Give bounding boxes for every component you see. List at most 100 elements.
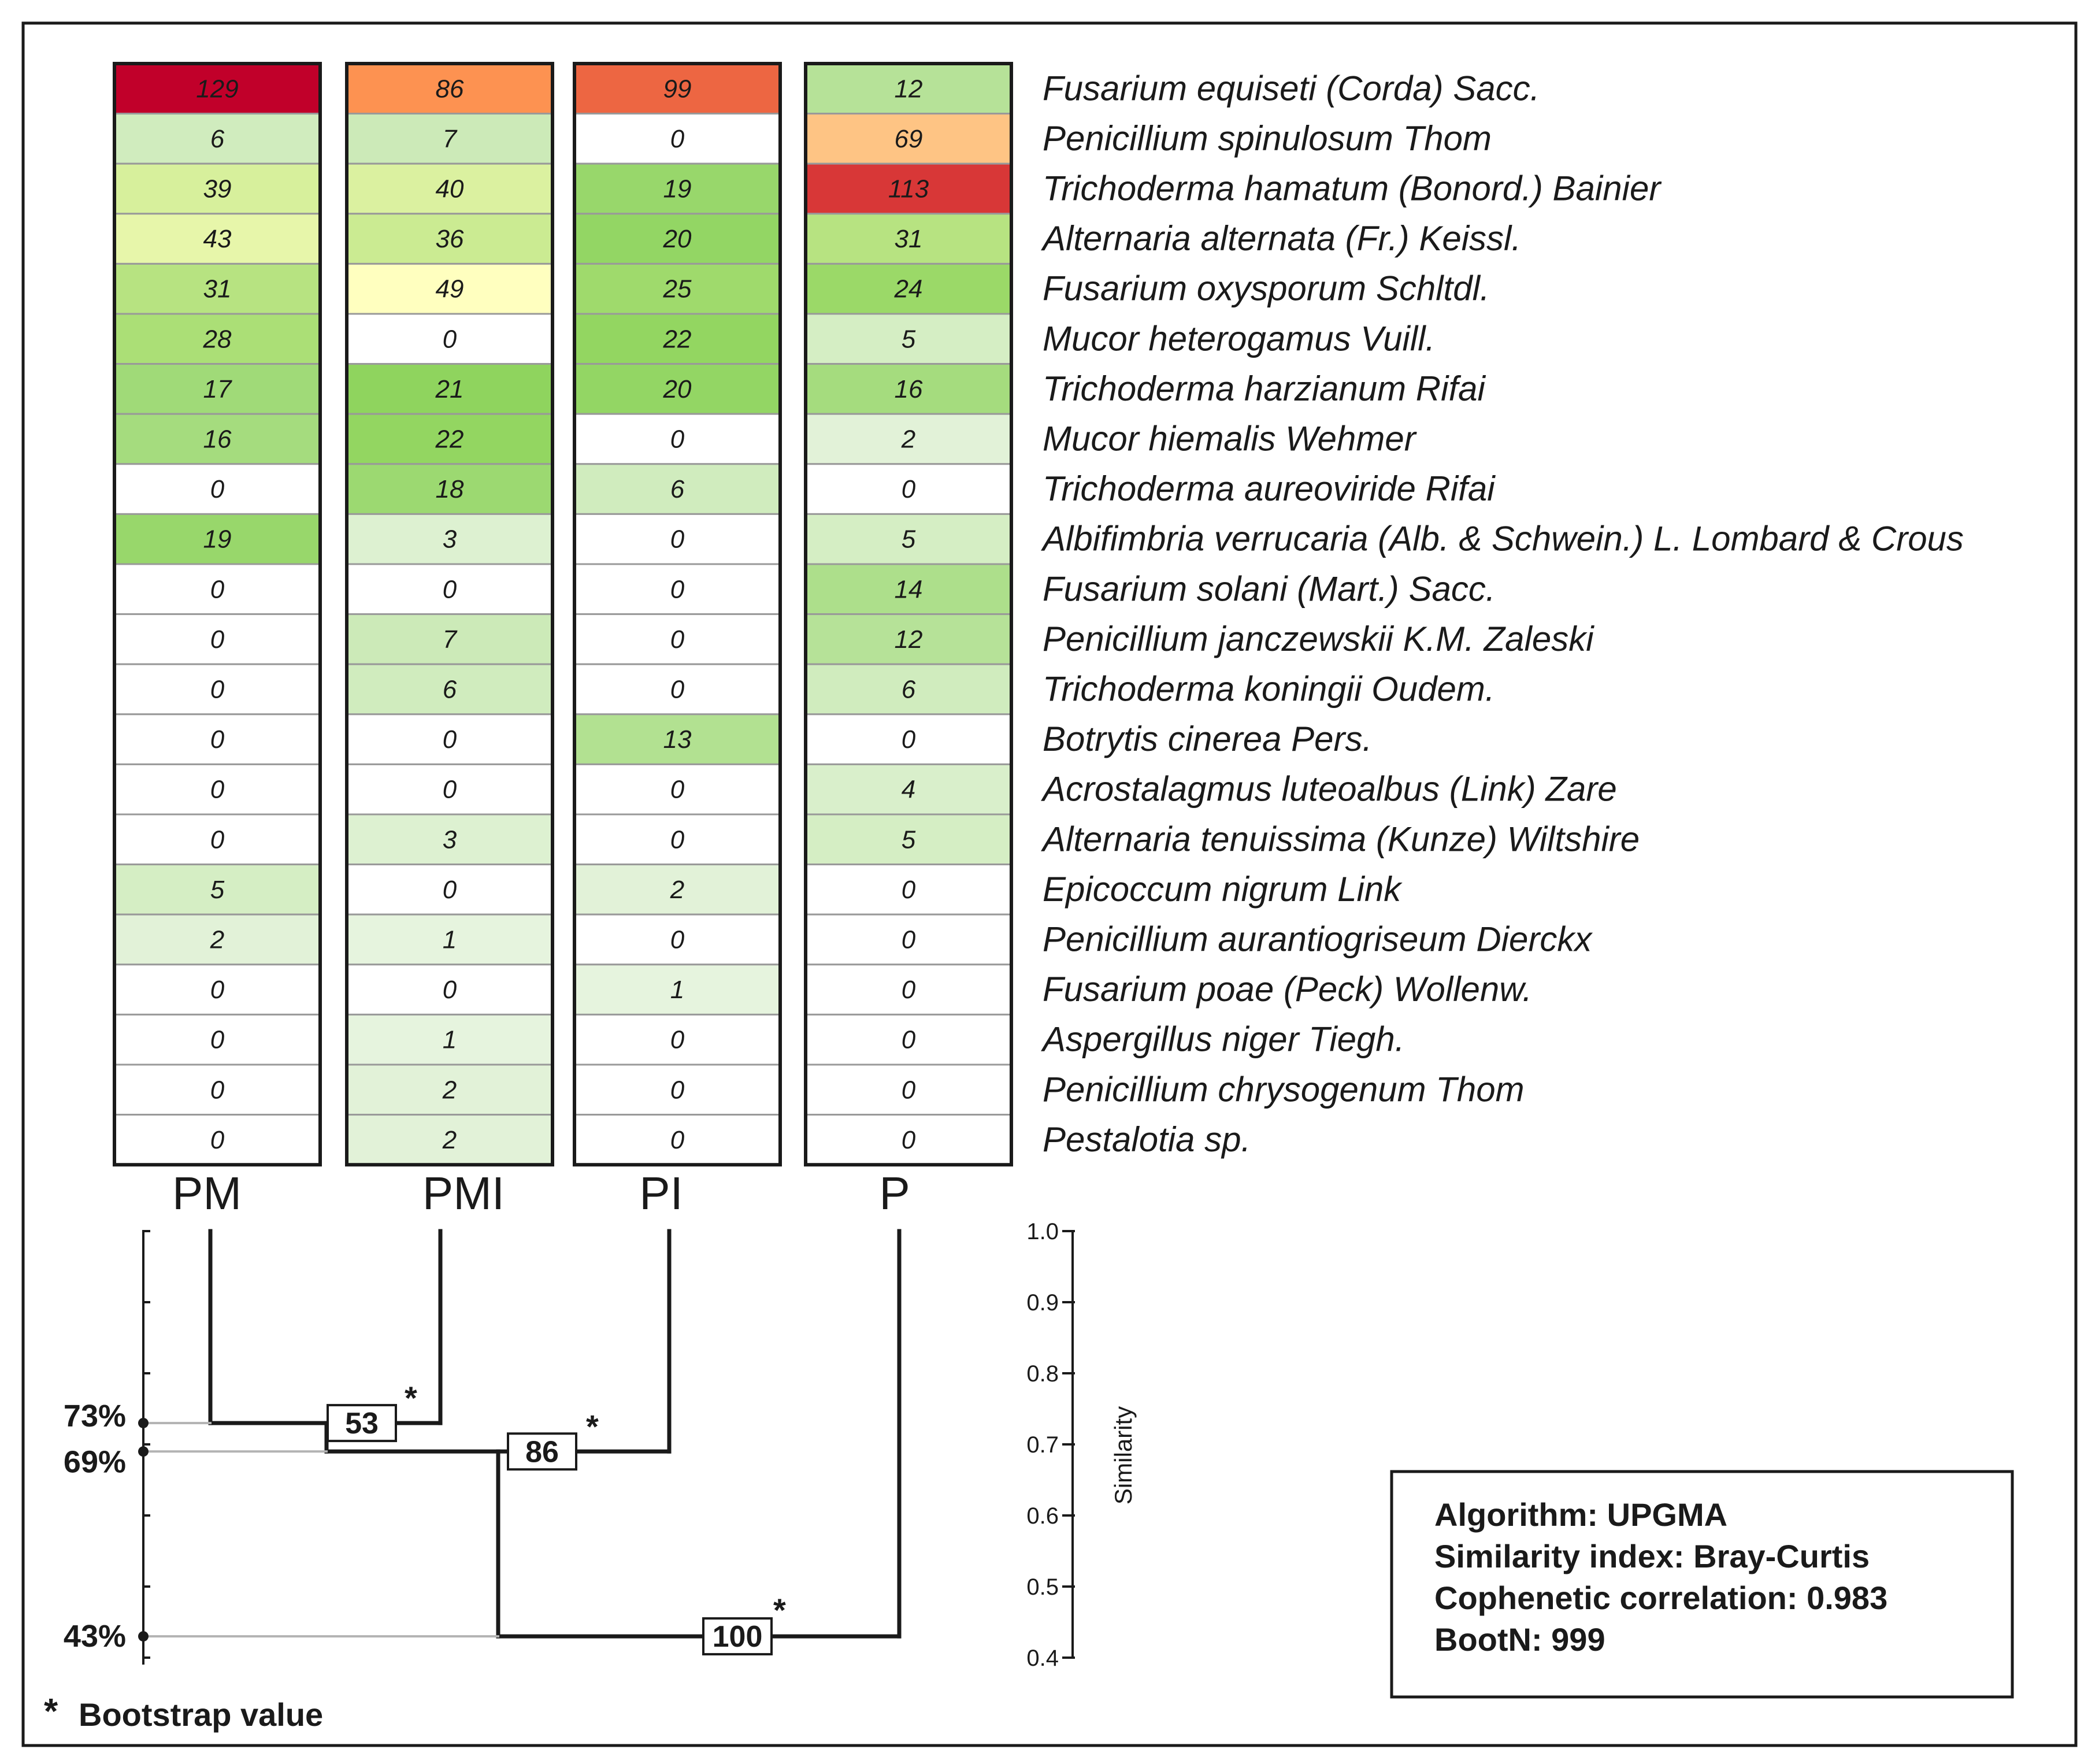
heat-cell-value: 39 [203, 175, 232, 203]
heat-cell [346, 663, 554, 716]
heat-cell [346, 313, 554, 365]
heat-cell [113, 162, 321, 215]
heat-cell-value: 49 [436, 275, 464, 303]
similarity-tick-label: 0.6 [1026, 1503, 1059, 1529]
column-frame [804, 62, 1013, 1167]
heat-cell [804, 713, 1013, 765]
heat-cell-value: 0 [210, 625, 225, 654]
heat-cell-value: 19 [203, 525, 232, 554]
bootstrap-asterisk: * [405, 1380, 417, 1416]
species-label: Mucor heterogamus Vuill. [1043, 319, 1435, 358]
heat-cell [804, 113, 1013, 165]
heat-cell [573, 864, 781, 916]
heat-cell-value: 21 [435, 375, 464, 403]
heat-cell-value: 22 [435, 425, 464, 454]
heat-cell [346, 963, 554, 1016]
species-label: Penicillium janczewskii K.M. Zaleski [1043, 620, 1594, 658]
heat-cell-value: 7 [443, 125, 458, 153]
heat-cell [804, 1114, 1013, 1166]
heat-cell-value: 2 [210, 926, 224, 954]
heat-cell-value: 0 [902, 475, 916, 503]
heat-cell-value: 0 [902, 926, 916, 954]
species-label: Alternaria alternata (Fr.) Keissl. [1041, 219, 1521, 258]
heat-cell-value: 0 [443, 725, 457, 754]
species-label: Aspergillus niger Tiegh. [1041, 1020, 1404, 1059]
heat-cell-value: 5 [902, 525, 916, 554]
species-label: Albifimbria verrucaria (Alb. & Schwein.)… [1041, 520, 1964, 558]
similarity-tick-label: 0.7 [1026, 1432, 1059, 1458]
heat-cell-value: 0 [670, 1076, 685, 1104]
heat-cell-value: 0 [670, 676, 685, 704]
species-label: Penicillium aurantiogriseum Dierckx [1043, 920, 1593, 959]
heat-cell-value: 6 [902, 676, 916, 704]
species-label: Pestalotia sp. [1043, 1120, 1251, 1159]
heat-cell [346, 213, 554, 265]
heat-cell-value: 2 [670, 876, 684, 904]
heat-cell-value: 0 [210, 976, 225, 1004]
heat-cell-value: 0 [210, 575, 225, 603]
species-label: Acrostalagmus luteoalbus (Link) Zare [1041, 770, 1617, 809]
heat-cell-value: 2 [442, 1126, 457, 1154]
heat-cell-value: 20 [663, 375, 692, 403]
heat-cell [573, 963, 781, 1016]
similarity-axis: 1.0 0.9 0.8 0.7 0.6 0.5 0.4 Similarity [1026, 1219, 1137, 1671]
heat-cell-value: 6 [443, 676, 457, 704]
heatmap: 1296394331281716019000000520000867403649… [113, 62, 1013, 1167]
heat-cell [573, 113, 781, 165]
heat-cell-value: 2 [442, 1076, 457, 1104]
heat-cell [573, 713, 781, 765]
bootstrap-legend-asterisk: * [44, 1692, 58, 1732]
heat-cell-value: 25 [663, 275, 692, 303]
bootstrap-legend-label: Bootstrap value [79, 1696, 323, 1733]
heat-cell-value: 0 [443, 876, 457, 904]
heat-cell-value: 1 [670, 976, 684, 1004]
heat-cell-value: 5 [902, 825, 916, 854]
info-similarity-index: Similarity index: Bray-Curtis [1434, 1538, 1870, 1574]
heat-cell [346, 913, 554, 966]
similarity-level-dot [138, 1631, 149, 1642]
heat-cell-value: 0 [902, 1126, 916, 1154]
heat-cell-value: 5 [210, 876, 225, 904]
heat-cell-value: 1 [443, 926, 457, 954]
heat-cell-value: 12 [895, 75, 923, 103]
heat-cell-value: 24 [894, 275, 923, 303]
heat-cell-value: 0 [902, 976, 916, 1004]
column-label: PMI [422, 1168, 505, 1219]
dendrogram: 73% 69% 43% 53 * 86 * 100 * [64, 1229, 902, 1665]
heat-cell-value: 1 [443, 1026, 457, 1054]
similarity-level-dot [138, 1446, 149, 1457]
heat-cell [113, 113, 321, 165]
heat-cell [804, 162, 1013, 215]
heat-cell [346, 513, 554, 565]
heat-cell [804, 463, 1013, 515]
species-label: Fusarium oxysporum Schltdl. [1043, 269, 1490, 308]
heat-cell-value: 7 [443, 625, 458, 654]
bootstrap-box [702, 1617, 773, 1656]
heat-cell [346, 1114, 554, 1166]
species-label: Trichoderma hamatum (Bonord.) Bainier [1043, 169, 1662, 208]
heat-cell-value: 3 [443, 825, 457, 854]
heat-cell-value: 0 [210, 475, 225, 503]
heat-cell-value: 0 [443, 325, 457, 353]
similarity-tick-label: 0.9 [1026, 1290, 1059, 1315]
heat-cell-value: 17 [203, 375, 232, 403]
species-label: Trichoderma aureoviride Rifai [1043, 469, 1496, 508]
bootstrap-legend: * Bootstrap value [44, 1692, 323, 1733]
bootstrap-asterisk: * [586, 1408, 599, 1444]
heat-cell [804, 513, 1013, 565]
heat-cell-value: 0 [670, 776, 685, 804]
heat-cell [346, 413, 554, 465]
column-frame [573, 62, 782, 1167]
heat-cell-value: 0 [670, 1126, 685, 1154]
info-bootn: BootN: 999 [1434, 1621, 1605, 1658]
heat-cell-value: 13 [663, 725, 692, 754]
species-label: Fusarium poae (Peck) Wollenw. [1043, 970, 1532, 1009]
species-label: Trichoderma koningii Oudem. [1043, 670, 1495, 709]
info-cophenetic: Cophenetic correlation: 0.983 [1434, 1580, 1887, 1616]
species-label: Fusarium equiseti (Corda) Sacc. [1043, 69, 1540, 108]
bootstrap-value: 100 [713, 1620, 763, 1654]
heat-cell-value: 113 [888, 175, 929, 203]
bootstrap-box [507, 1432, 577, 1471]
heat-cell [113, 613, 321, 665]
heat-cell-value: 0 [210, 776, 225, 804]
